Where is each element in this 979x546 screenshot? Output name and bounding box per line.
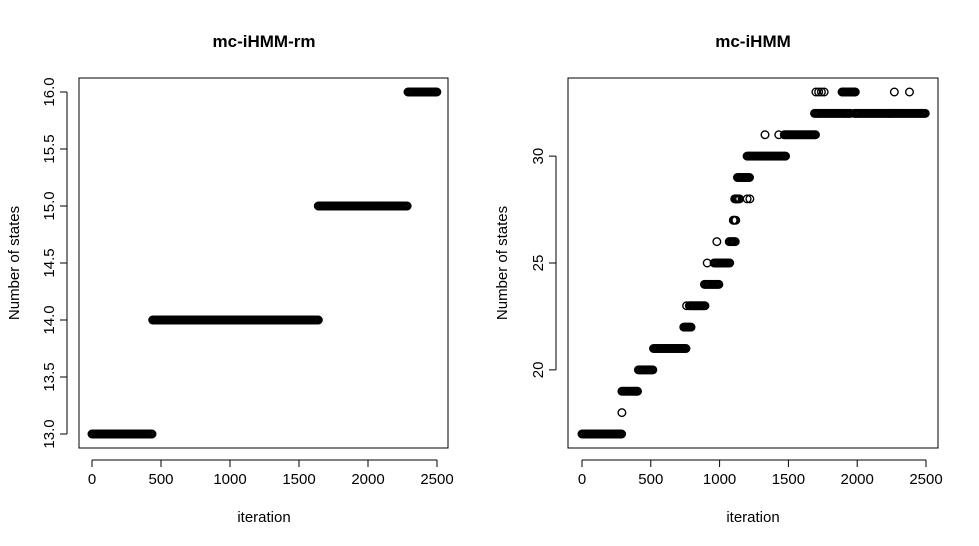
left-x-tick-label: 2500 (420, 471, 453, 488)
right-data-point (760, 130, 770, 140)
left-data-point (402, 201, 412, 211)
right-x-tick-label: 0 (578, 471, 586, 488)
left-x-tick-label: 500 (148, 471, 173, 488)
right-y-axis: 20 25 30 (530, 148, 557, 379)
left-x-tick-label: 0 (88, 471, 96, 488)
left-y-axis: 13.0 13.5 14.0 14.5 15.0 15.5 16.0 (41, 77, 68, 449)
right-data-point (725, 258, 735, 268)
right-data-point (617, 429, 627, 439)
left-data-point (147, 429, 157, 439)
left-data-point (313, 315, 323, 325)
left-chart-title: mc-iHMM-rm (213, 32, 316, 51)
right-data-point (686, 322, 696, 332)
right-data-point (819, 87, 829, 97)
right-x-tick-label: 1500 (772, 471, 805, 488)
left-x-tick-label: 2000 (351, 471, 384, 488)
left-x-axis: 0 500 1000 1500 2000 2500 (88, 459, 454, 488)
right-data-point (712, 237, 722, 247)
right-x-axis: 0 500 1000 1500 2000 2500 (578, 459, 943, 488)
right-data-point (904, 87, 914, 97)
left-y-tick-label: 15.5 (41, 134, 58, 163)
left-y-tick-label: 15.0 (41, 191, 58, 220)
left-y-axis-title: Number of states (6, 206, 23, 320)
left-plot-box (78, 77, 449, 449)
right-data-points (577, 87, 930, 439)
left-y-tick-label: 13.0 (41, 419, 58, 448)
right-data-point (648, 365, 658, 375)
right-y-tick-label: 30 (530, 148, 547, 165)
right-panel: mc-iHMM iteration Number of states 0 500 1… (494, 32, 943, 526)
right-x-tick-label: 1000 (703, 471, 736, 488)
left-y-tick-label: 14.0 (41, 305, 58, 334)
right-data-point (889, 87, 899, 97)
right-data-point (850, 87, 860, 97)
left-panel: mc-iHMM-rm iteration Number of states 0 5… (6, 32, 454, 526)
left-data-points (87, 87, 442, 439)
right-y-axis-title: Number of states (494, 206, 511, 320)
right-data-point (700, 301, 710, 311)
left-y-tick-label: 13.5 (41, 362, 58, 391)
left-y-tick-label: 16.0 (41, 77, 58, 106)
right-y-tick-label: 20 (530, 362, 547, 379)
right-data-point (730, 237, 740, 247)
left-x-axis-title: iteration (237, 509, 290, 526)
right-x-tick-label: 2500 (909, 471, 942, 488)
right-data-point (744, 172, 754, 182)
right-x-axis-title: iteration (726, 509, 779, 526)
left-x-tick-label: 1500 (282, 471, 315, 488)
left-data-point (432, 87, 442, 97)
right-data-point (681, 344, 691, 354)
right-data-point (714, 279, 724, 289)
right-data-point (702, 258, 712, 268)
right-x-tick-label: 2000 (841, 471, 874, 488)
right-data-point (781, 151, 791, 161)
right-data-point (731, 194, 741, 204)
right-data-point (774, 130, 784, 140)
right-chart-title: mc-iHMM (715, 32, 791, 51)
right-data-point (742, 194, 752, 204)
right-data-point (814, 87, 824, 97)
right-x-tick-label: 500 (638, 471, 663, 488)
right-data-point (810, 130, 820, 140)
right-data-point (728, 215, 738, 225)
right-plot-box (567, 77, 939, 449)
right-data-point (816, 87, 826, 97)
right-y-tick-label: 25 (530, 255, 547, 272)
right-data-point (920, 108, 930, 118)
right-data-point (745, 194, 755, 204)
left-y-tick-label: 14.5 (41, 248, 58, 277)
right-data-point (682, 301, 692, 311)
right-data-point (633, 386, 643, 396)
left-x-tick-label: 1000 (213, 471, 246, 488)
right-data-point (617, 408, 627, 418)
